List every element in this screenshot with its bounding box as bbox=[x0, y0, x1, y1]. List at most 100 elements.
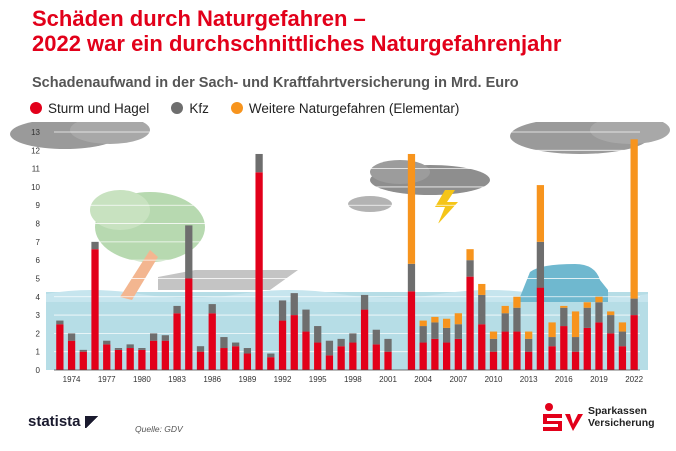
x-tick-label: 1983 bbox=[168, 375, 186, 384]
lightning-icon bbox=[435, 190, 458, 224]
bar-sturm-2013 bbox=[525, 351, 533, 370]
bar-sturm-1974 bbox=[67, 340, 76, 370]
x-tick-label: 2013 bbox=[520, 375, 538, 384]
bar-sturm-1996 bbox=[325, 355, 334, 370]
bar-weitere-2012 bbox=[513, 296, 521, 308]
bar-kfz-1973 bbox=[56, 320, 64, 325]
bar-kfz-1979 bbox=[126, 344, 134, 349]
legend-swatch-sturm bbox=[30, 102, 42, 114]
bar-kfz-1981 bbox=[149, 333, 158, 341]
bar-sturm-2019 bbox=[595, 322, 603, 370]
bar-sturm-2008 bbox=[466, 276, 474, 370]
legend-label-sturm: Sturm und Hagel bbox=[48, 100, 150, 116]
bar-weitere-2022 bbox=[630, 139, 638, 299]
bar-sturm-1994 bbox=[302, 331, 310, 370]
bar-kfz-1982 bbox=[161, 335, 169, 341]
bar-kfz-1975 bbox=[79, 349, 87, 352]
bar-kfz-1984 bbox=[185, 225, 193, 279]
bar-kfz-2008 bbox=[466, 260, 474, 277]
bar-kfz-1996 bbox=[325, 340, 334, 356]
bar-kfz-1986 bbox=[208, 304, 216, 314]
bar-kfz-2019 bbox=[595, 302, 603, 323]
y-tick-label: 9 bbox=[36, 201, 41, 210]
bar-kfz-2021 bbox=[618, 331, 627, 347]
y-tick-label: 8 bbox=[36, 220, 41, 229]
chart-title: Schäden durch Naturgefahren – 2022 war e… bbox=[32, 6, 672, 56]
bar-sturm-1977 bbox=[103, 344, 111, 370]
y-tick-label: 12 bbox=[31, 146, 40, 155]
bar-kfz-2004 bbox=[419, 326, 427, 343]
legend-item-kfz: Kfz bbox=[171, 101, 209, 116]
bar-sturm-1976 bbox=[91, 249, 99, 370]
bar-kfz-1988 bbox=[232, 342, 240, 347]
bar-kfz-2009 bbox=[478, 294, 486, 325]
bar-kfz-2015 bbox=[548, 337, 556, 347]
bar-sturm-1982 bbox=[161, 340, 169, 370]
y-tick-label: 7 bbox=[36, 238, 41, 247]
bar-kfz-1993 bbox=[290, 293, 298, 316]
bar-sturm-1979 bbox=[126, 348, 134, 370]
bar-kfz-1997 bbox=[337, 338, 345, 347]
bar-kfz-2014 bbox=[536, 241, 545, 288]
bar-weitere-2019 bbox=[595, 296, 603, 303]
bar-sturm-2006 bbox=[442, 342, 451, 370]
bar-sturm-2004 bbox=[419, 342, 427, 370]
bar-kfz-2001 bbox=[384, 338, 392, 352]
bar-weitere-2006 bbox=[442, 318, 451, 328]
bar-kfz-2006 bbox=[442, 327, 451, 343]
storm-cloud-part bbox=[370, 160, 430, 184]
bar-sturm-1981 bbox=[149, 340, 158, 370]
bar-sturm-2007 bbox=[454, 338, 462, 370]
bar-kfz-1987 bbox=[220, 337, 228, 349]
bar-weitere-2007 bbox=[454, 313, 462, 325]
bar-kfz-2020 bbox=[607, 315, 615, 334]
bar-weitere-2017 bbox=[571, 311, 580, 338]
bar-kfz-2007 bbox=[454, 324, 462, 339]
x-axis: 1974 1977 1980 1983 1986 1989 1992 1995 1998 2001… bbox=[54, 369, 644, 384]
bar-sturm-1987 bbox=[220, 348, 228, 370]
bar-kfz-2010 bbox=[489, 338, 498, 352]
bar-weitere-2021 bbox=[618, 322, 627, 332]
bar-sturm-2015 bbox=[548, 346, 556, 370]
bar-sturm-2001 bbox=[384, 351, 392, 370]
bar-kfz-1985 bbox=[196, 346, 205, 352]
car-icon bbox=[520, 264, 608, 302]
bar-sturm-2017 bbox=[571, 351, 580, 370]
bar-sturm-1978 bbox=[114, 349, 123, 370]
chart-subtitle: Schadenaufwand in der Sach- und Kraftfah… bbox=[32, 75, 519, 91]
bar-kfz-1989 bbox=[243, 348, 252, 354]
house-roof bbox=[158, 270, 298, 290]
bar-weitere-2020 bbox=[607, 311, 615, 316]
y-tick-label: 0 bbox=[36, 366, 41, 375]
bar-kfz-1994 bbox=[302, 309, 310, 332]
y-tick-label: 4 bbox=[36, 293, 41, 302]
x-tick-label: 1995 bbox=[309, 375, 327, 384]
legend-swatch-kfz bbox=[171, 102, 184, 114]
bar-kfz-2003 bbox=[407, 263, 416, 292]
x-tick-label: 1980 bbox=[133, 375, 151, 384]
bar-sturm-2016 bbox=[560, 326, 568, 370]
cloud-right-part bbox=[590, 122, 670, 144]
bar-sturm-1986 bbox=[208, 313, 216, 370]
bar-kfz-1990 bbox=[255, 153, 263, 173]
bar-kfz-2005 bbox=[431, 322, 439, 339]
water-wave bbox=[46, 290, 648, 302]
x-tick-label: 2007 bbox=[449, 375, 467, 384]
statista-mark-icon bbox=[84, 415, 99, 428]
legend: Sturm und Hagel Kfz Weitere Naturgefahre… bbox=[30, 99, 481, 117]
bar-sturm-1989 bbox=[243, 353, 252, 370]
bar-sturm-1988 bbox=[232, 346, 240, 370]
x-tick-label: 2004 bbox=[414, 375, 432, 384]
bar-sturm-2020 bbox=[607, 333, 615, 370]
bar-sturm-2014 bbox=[536, 287, 545, 370]
bar-sturm-1973 bbox=[56, 324, 64, 370]
bar-sturm-2018 bbox=[583, 327, 591, 370]
bar-weitere-2016 bbox=[560, 305, 568, 308]
bar-kfz-1992 bbox=[278, 300, 287, 321]
bar-kfz-1980 bbox=[138, 348, 146, 350]
y-tick-label: 11 bbox=[32, 165, 41, 174]
broken-trunk bbox=[120, 250, 158, 300]
sparkassen-logo: Sparkassen Versicherung bbox=[540, 402, 655, 432]
source-note: Quelle: GDV bbox=[135, 424, 183, 434]
